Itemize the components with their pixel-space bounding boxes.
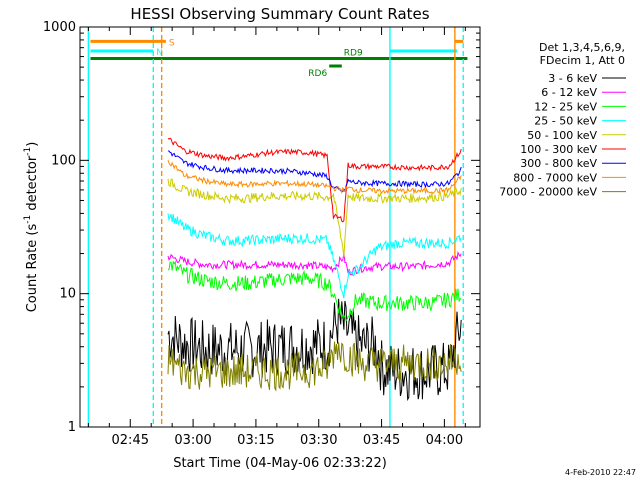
flag-lines: SN RD9 RD6 (90, 38, 468, 79)
x-tick-label: 03:45 (363, 433, 400, 448)
x-tick-label: 03:15 (237, 433, 274, 448)
plot-frame (79, 26, 481, 428)
legend-header-line-2: FDecim 1, Att 0 (540, 54, 625, 67)
y-axis-label: Count Rate (s-1 detector-1) (23, 142, 40, 313)
legend-header-line-1: Det 1,3,4,5,6,9, (539, 41, 625, 54)
axes: 1 10 100 1000 02:45 03:00 03:15 03:30 03:45 04:00 (43, 20, 480, 448)
x-tick-label: 03:30 (300, 433, 337, 448)
x-tick-label: 03:00 (174, 433, 211, 448)
x-tick-label: 02:45 (112, 433, 149, 448)
legend-entry-label: 800 - 7000 keV (513, 171, 597, 184)
series-line-3 (167, 260, 462, 322)
legend-entry-label: 7000 - 20000 keV (499, 186, 597, 199)
y-tick-label: 10 (59, 287, 76, 302)
series-line-7 (167, 150, 462, 193)
series-line-4 (167, 213, 462, 299)
y-tick-label: 100 (51, 153, 76, 168)
legend-entry-label: 12 - 25 keV (534, 100, 597, 113)
legend-entry-label: 3 - 6 keV (548, 72, 597, 85)
y-tick-label: 1 (68, 420, 76, 435)
legend-entry-label: 25 - 50 keV (534, 115, 597, 128)
x-tick-label: 04:00 (426, 433, 463, 448)
legend-entry-label: 6 - 12 keV (541, 86, 597, 99)
flag-label: RD6 (308, 69, 327, 79)
legend-entry-label: 50 - 100 keV (527, 129, 597, 142)
event-vertical-lines (87, 27, 464, 427)
chart-title: HESSI Observing Summary Count Rates (130, 5, 429, 23)
series-line-2 (167, 250, 462, 276)
series-line-8 (167, 160, 462, 195)
flag-label: N (156, 48, 163, 58)
series-layer (167, 137, 462, 402)
legend-entry-label: 300 - 800 keV (520, 157, 597, 170)
series-line-9 (167, 341, 462, 392)
series-line-5 (167, 178, 462, 258)
flag-label: RD9 (344, 49, 363, 59)
footer-timestamp: 4-Feb-2010 22:47 (565, 468, 636, 477)
x-axis-label: Start Time (04-May-06 02:33:22) (173, 456, 387, 471)
flag-label: S (169, 38, 175, 48)
legend-entry-label: 100 - 300 keV (520, 143, 597, 156)
legend: Det 1,3,4,5,6,9, FDecim 1, Att 0 3 - 6 k… (499, 41, 626, 199)
series-line-6 (167, 137, 462, 223)
y-tick-label: 1000 (43, 20, 76, 35)
